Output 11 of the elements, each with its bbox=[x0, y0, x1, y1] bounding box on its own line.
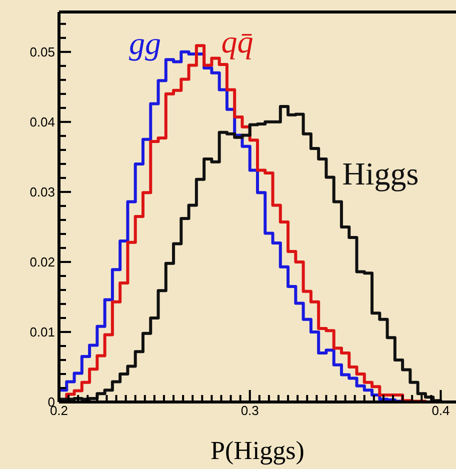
x-tick-label: 0.3 bbox=[240, 403, 259, 418]
series-label: Higgs bbox=[342, 156, 419, 192]
x-axis-title: P(Higgs) bbox=[210, 436, 304, 465]
series-label: qq̄ bbox=[221, 24, 254, 60]
y-tick-label: 0.01 bbox=[30, 324, 55, 340]
x-tick-label: 0.4 bbox=[432, 403, 450, 418]
y-tick-label: 0.03 bbox=[30, 184, 55, 200]
series-label: gg bbox=[128, 24, 161, 61]
y-tick-label: 0.04 bbox=[30, 114, 55, 130]
y-tick-label: 0.02 bbox=[30, 254, 55, 270]
y-tick-label: 0.05 bbox=[30, 44, 55, 60]
